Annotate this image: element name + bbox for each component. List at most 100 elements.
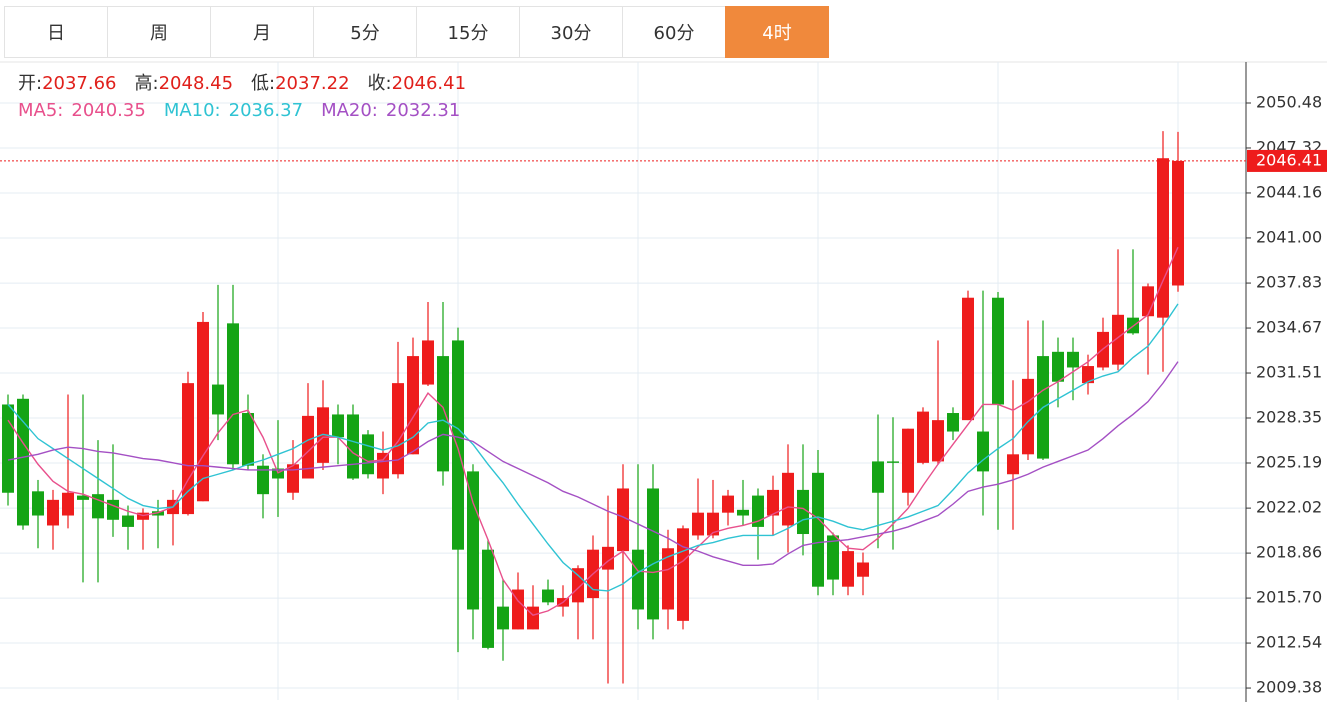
candle-body [1007, 454, 1019, 475]
y-tick-label: 2018.86 [1256, 543, 1322, 562]
candle-body [992, 297, 1004, 405]
y-tick-label: 2031.51 [1256, 363, 1322, 382]
candle-body [182, 383, 194, 515]
candle-body [827, 535, 839, 580]
candle-body [1112, 314, 1124, 365]
y-tick-label: 2028.35 [1256, 408, 1322, 427]
candle-body [227, 323, 239, 465]
y-tick-label: 2012.54 [1256, 633, 1322, 652]
candle-body [512, 589, 524, 630]
candle-body [977, 431, 989, 472]
candle-body [1142, 286, 1154, 317]
candle-body [542, 589, 554, 603]
y-tick-label: 2015.70 [1256, 588, 1322, 607]
candle-body [767, 489, 779, 516]
candle-body [617, 488, 629, 552]
period-tabs: 日周月 5分 15分 30分 60分 4时 [4, 6, 829, 58]
candle-body [1082, 366, 1094, 384]
candle-body [1022, 378, 1034, 455]
period-tab[interactable]: 日 [4, 6, 108, 58]
period-tab[interactable]: 60分 [622, 6, 726, 58]
candle-body [722, 495, 734, 513]
ohlc-value: 2037.66 [42, 73, 116, 94]
candle-body [572, 568, 584, 603]
candle-body [287, 464, 299, 493]
candle-body [362, 434, 374, 475]
candle-body [377, 452, 389, 479]
candle-body [437, 356, 449, 472]
candle-body [332, 414, 344, 438]
ohlc-label: 开: [18, 73, 42, 94]
ohlc-label: 低: [251, 73, 275, 94]
candle-body [122, 515, 134, 527]
candle-body [887, 461, 899, 463]
period-tab[interactable]: 周 [107, 6, 211, 58]
period-tab[interactable]: 4时 [725, 6, 829, 58]
candle-body [32, 491, 44, 516]
candle-body [1172, 160, 1184, 286]
legend-label: MA10: [164, 100, 221, 121]
candle-body [242, 413, 254, 466]
candle-body [737, 509, 749, 516]
candle-body [62, 492, 74, 516]
candle-body [107, 499, 119, 520]
candle-body [1157, 158, 1169, 318]
candle-body [932, 420, 944, 462]
ma-line [7, 303, 1179, 592]
candle-body [17, 398, 29, 526]
period-tab[interactable]: 5分 [313, 6, 417, 58]
y-tick-label: 2034.67 [1256, 318, 1322, 337]
candle-body [647, 488, 659, 620]
candle-body [347, 414, 359, 479]
ma-line [7, 361, 1179, 567]
candle-body [407, 356, 419, 455]
period-tab[interactable]: 月 [210, 6, 314, 58]
current-price-label: 2046.41 [1256, 150, 1322, 169]
candle-body [527, 606, 539, 630]
candle-body [1052, 351, 1064, 382]
candle-body [497, 606, 509, 630]
candle-body [257, 465, 269, 495]
candle-body [482, 549, 494, 648]
y-tick-label: 2025.19 [1256, 452, 1322, 471]
ohlc-label: 高: [135, 73, 159, 94]
candle-body [92, 494, 104, 519]
period-tab[interactable]: 30分 [519, 6, 623, 58]
y-tick-label: 2009.38 [1256, 678, 1322, 697]
candle-body [1067, 351, 1079, 368]
ohlc-value: 2048.45 [159, 73, 233, 94]
candle-body [452, 340, 464, 550]
y-tick-label: 2041.00 [1256, 227, 1322, 246]
candle-body [692, 512, 704, 536]
y-tick-label: 2050.48 [1256, 92, 1322, 111]
candle-body [77, 495, 89, 500]
period-tab[interactable]: 15分 [416, 6, 520, 58]
candle-body [47, 499, 59, 526]
candle-body [797, 489, 809, 535]
candle-body [2, 404, 14, 493]
candle-body [917, 411, 929, 463]
candle-body [962, 297, 974, 421]
legend-label: MA5: [18, 100, 63, 121]
candle-body [842, 551, 854, 587]
candle-body [302, 415, 314, 479]
candle-body [197, 321, 209, 502]
candle-body [707, 512, 719, 536]
candle-body [947, 413, 959, 432]
candle-body [872, 461, 884, 493]
legend-label: MA20: [321, 100, 378, 121]
ma-line [7, 246, 1179, 616]
ohlc-info: 开:2037.66 高:2048.45 低:2037.22 收:2046.41 [18, 73, 466, 94]
candle-body [677, 528, 689, 621]
candle-body [662, 548, 674, 610]
candle-body [467, 471, 479, 610]
legend-value: 2040.35 [71, 100, 145, 121]
y-tick-label: 2037.83 [1256, 273, 1322, 292]
candle-body [812, 472, 824, 587]
candle-body [902, 428, 914, 493]
ohlc-label: 收: [368, 73, 392, 94]
candle-body [392, 383, 404, 475]
legend-value: 2036.37 [229, 100, 303, 121]
